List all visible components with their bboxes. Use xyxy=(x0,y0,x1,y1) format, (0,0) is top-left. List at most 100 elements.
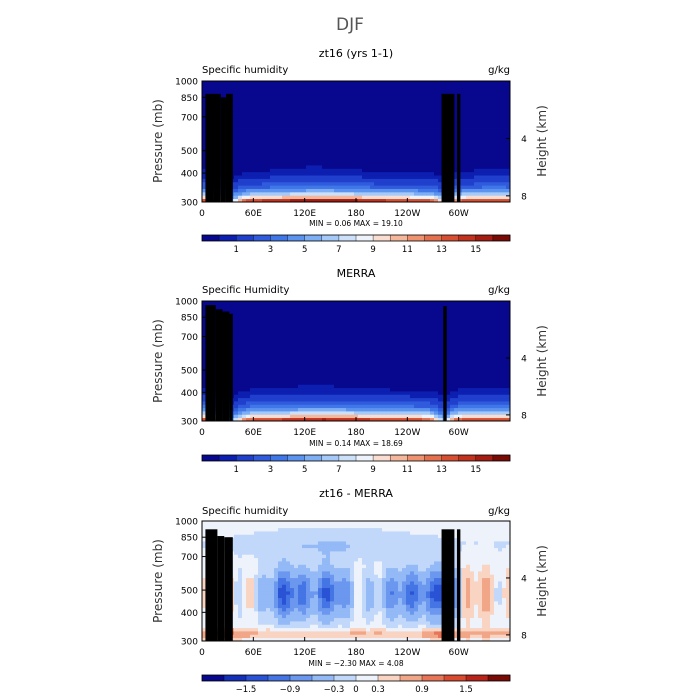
heatmap-cell xyxy=(466,357,471,362)
heatmap-cell xyxy=(418,344,423,349)
heatmap-cell xyxy=(498,168,503,173)
heatmap-cell xyxy=(366,374,371,379)
heatmap-cell xyxy=(278,144,283,149)
heatmap-cell xyxy=(462,185,467,189)
heatmap-cell xyxy=(258,87,263,92)
heatmap-cell xyxy=(302,161,307,166)
heatmap-cell xyxy=(358,134,363,139)
heatmap-cell xyxy=(414,347,419,352)
heatmap-cell xyxy=(274,185,279,189)
heatmap-cell xyxy=(286,327,291,332)
heatmap-cell xyxy=(322,168,327,173)
heatmap-cell xyxy=(350,191,355,196)
heatmap-cell xyxy=(398,401,403,405)
heatmap-cell xyxy=(386,94,391,99)
heatmap-cell xyxy=(506,151,511,156)
heatmap-cell xyxy=(398,134,403,139)
heatmap-cell xyxy=(406,401,411,405)
heatmap-cell xyxy=(362,151,367,156)
heatmap-cell xyxy=(434,334,439,339)
heatmap-cell xyxy=(350,131,355,136)
heatmap-cell xyxy=(246,191,251,196)
heatmap-cell xyxy=(402,151,407,156)
heatmap-cell xyxy=(434,377,439,382)
heatmap-cell xyxy=(282,124,287,129)
heatmap-cell xyxy=(370,181,375,186)
heatmap-cell xyxy=(502,84,507,89)
heatmap-cell xyxy=(394,141,399,146)
heatmap-cell xyxy=(306,384,311,389)
heatmap-cell xyxy=(302,181,307,186)
heatmap-cell xyxy=(318,94,323,99)
heatmap-cell xyxy=(370,381,375,385)
heatmap-cell xyxy=(430,195,435,200)
heatmap-cell xyxy=(446,367,451,372)
heatmap-cell xyxy=(426,144,431,149)
heatmap-cell xyxy=(234,407,239,412)
heatmap-cell xyxy=(346,347,351,352)
heatmap-cell xyxy=(486,185,491,189)
heatmap-cell xyxy=(346,414,351,419)
heatmap-cell xyxy=(466,171,471,176)
heatmap-cell xyxy=(298,191,303,196)
heatmap-cell xyxy=(506,331,511,335)
heatmap-cell xyxy=(334,117,339,122)
heatmap-cell xyxy=(282,165,287,169)
heatmap-cell xyxy=(302,361,307,365)
heatmap-cell xyxy=(490,101,495,105)
heatmap-cell xyxy=(326,191,331,196)
colorbar-label: 11 xyxy=(402,245,413,255)
heatmap-cell xyxy=(390,165,395,169)
heatmap-cell xyxy=(330,414,335,419)
heatmap-cell xyxy=(382,371,387,375)
heatmap-cell xyxy=(350,341,355,345)
heatmap-cell xyxy=(402,417,407,422)
heatmap-cell xyxy=(422,138,427,142)
heatmap-cell xyxy=(290,94,295,99)
heatmap-cell xyxy=(450,357,455,362)
heatmap-cell xyxy=(338,158,343,163)
heatmap-cell xyxy=(362,397,367,402)
heatmap-cell xyxy=(346,371,351,375)
heatmap-cell xyxy=(394,81,399,85)
heatmap-cell xyxy=(234,361,239,365)
heatmap-cell xyxy=(310,97,315,102)
heatmap-cell xyxy=(490,407,495,412)
heatmap-cell xyxy=(270,195,275,200)
heatmap-cell xyxy=(302,97,307,102)
heatmap-cell xyxy=(414,84,419,89)
panel-title: MERRA xyxy=(337,267,376,280)
heatmap-cell xyxy=(370,344,375,349)
heatmap-cell xyxy=(270,138,275,142)
heatmap-cell xyxy=(474,354,479,359)
heatmap-cell xyxy=(314,171,319,176)
heatmap-cell xyxy=(246,134,251,139)
heatmap-cell xyxy=(270,417,275,422)
heatmap-cell xyxy=(402,104,407,109)
heatmap-cell xyxy=(366,344,371,349)
heatmap-cell xyxy=(454,407,459,412)
heatmap-cell xyxy=(326,351,331,355)
heatmap-cell xyxy=(286,191,291,196)
heatmap-cell xyxy=(322,138,327,142)
heatmap-cell xyxy=(406,397,411,402)
heatmap-cell xyxy=(362,374,367,379)
heatmap-cell xyxy=(254,158,259,163)
heatmap-cell xyxy=(502,341,507,345)
heatmap-cell xyxy=(374,171,379,176)
heatmap-cell xyxy=(378,165,383,169)
heatmap-cell xyxy=(362,367,367,372)
heatmap-cell xyxy=(462,128,467,132)
heatmap-cell xyxy=(330,124,335,129)
heatmap-cell xyxy=(310,117,315,122)
heatmap-cell xyxy=(234,154,239,159)
heatmap-cell xyxy=(242,185,247,189)
heatmap-cell xyxy=(258,377,263,382)
heatmap-cell xyxy=(242,111,247,116)
heatmap-cell xyxy=(330,404,335,409)
heatmap-cell xyxy=(278,111,283,116)
heatmap-cell xyxy=(358,391,363,395)
heatmap-cell xyxy=(410,101,415,105)
heatmap-cell xyxy=(310,185,315,189)
heatmap-cell xyxy=(478,364,483,369)
